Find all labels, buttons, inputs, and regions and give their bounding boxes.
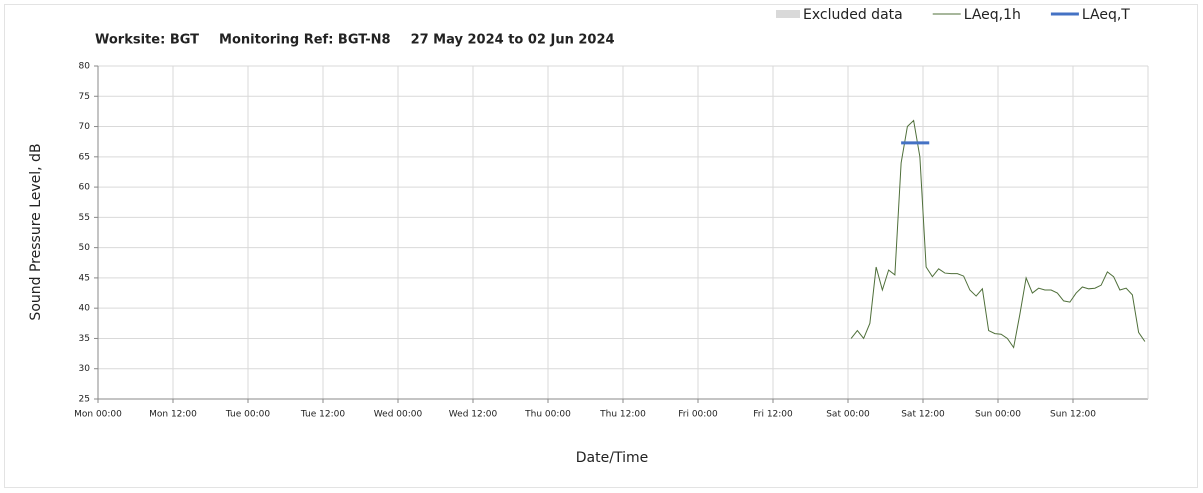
x-tick-label: Fri 12:00: [753, 410, 793, 420]
y-tick-label: 30: [79, 364, 91, 374]
y-tick-label: 60: [79, 183, 91, 193]
x-tick-label: Sun 12:00: [1050, 410, 1096, 420]
x-axis-label: Date/Time: [576, 450, 648, 466]
legend-label: LAeq,T: [1082, 7, 1130, 23]
x-tick-label: Sun 00:00: [975, 410, 1021, 420]
y-tick-label: 50: [79, 243, 91, 253]
chart-border: [4, 4, 1198, 488]
x-tick-label: Mon 12:00: [149, 410, 197, 420]
x-tick-label: Thu 12:00: [599, 410, 646, 420]
title-part: Monitoring Ref: BGT-N8: [219, 33, 391, 48]
x-tick-label: Wed 00:00: [374, 410, 423, 420]
y-axis-label: Sound Pressure Level, dB: [28, 143, 44, 320]
x-tick-label: Wed 12:00: [449, 410, 498, 420]
chart-title: Worksite: BGT Monitoring Ref: BGT-N8 27 Ma…: [95, 33, 615, 48]
y-tick-label: 45: [79, 273, 90, 283]
x-tick-label: Mon 00:00: [74, 410, 122, 420]
x-tick-label: Sat 12:00: [901, 410, 945, 420]
data-line: [850, 119, 1146, 349]
y-tick-label: 40: [79, 304, 91, 314]
title-part: Worksite: BGT: [95, 33, 199, 48]
x-tick-label: Tue 12:00: [300, 410, 345, 420]
x-tick-label: Sat 00:00: [826, 410, 870, 420]
x-tick-label: Thu 00:00: [524, 410, 571, 420]
y-tick-label: 55: [79, 213, 90, 223]
legend-label: Excluded data: [803, 7, 903, 23]
y-tick-label: 80: [79, 62, 91, 72]
title-part: 27 May 2024 to 02 Jun 2024: [411, 33, 615, 48]
legend-label: LAeq,1h: [964, 7, 1021, 23]
y-tick-label: 65: [79, 152, 90, 162]
y-tick-label: 35: [79, 334, 90, 344]
y-tick-label: 25: [79, 395, 90, 405]
y-tick-label: 75: [79, 92, 90, 102]
legend-swatch: [776, 10, 800, 18]
x-tick-label: Tue 00:00: [225, 410, 270, 420]
y-tick-label: 70: [79, 122, 91, 132]
x-tick-label: Fri 00:00: [678, 410, 718, 420]
